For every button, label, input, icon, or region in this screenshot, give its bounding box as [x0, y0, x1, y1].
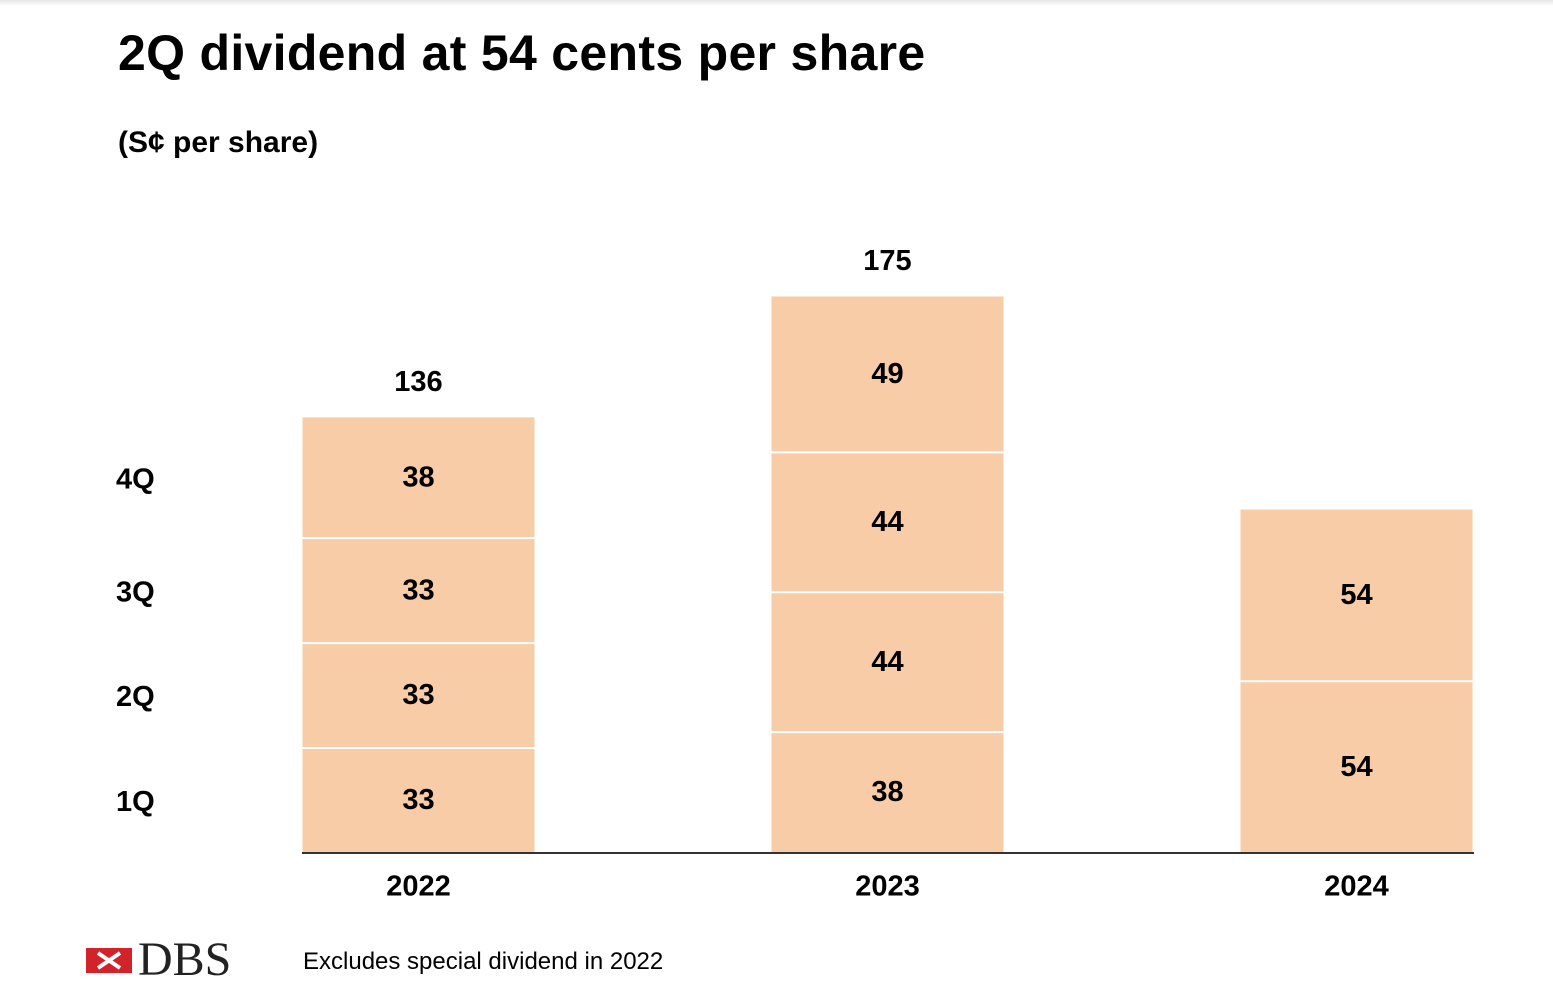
- bar-total-label: 136: [394, 366, 442, 398]
- quarter-row-label: 2Q: [116, 681, 155, 713]
- segment-value-label: 54: [1340, 751, 1372, 783]
- segment-value-label: 44: [871, 506, 903, 538]
- dbs-logo-text: DBS: [138, 933, 232, 986]
- quarter-row-label: 1Q: [116, 786, 155, 818]
- bar-total-label: 175: [863, 245, 911, 277]
- bar-segment-2023-3Q: [771, 452, 1004, 593]
- unit-label: (S¢ per share): [118, 126, 319, 159]
- x-axis-tick-label: 2022: [386, 871, 451, 903]
- page-title: 2Q dividend at 54 cents per share: [118, 25, 926, 81]
- dbs-logo-icon: [86, 948, 132, 973]
- quarter-row-label: 4Q: [116, 463, 155, 495]
- segment-value-label: 33: [402, 574, 434, 606]
- segment-value-label: 38: [871, 776, 903, 808]
- segment-value-label: 38: [402, 461, 434, 493]
- x-axis-tick-label: 2024: [1324, 871, 1389, 903]
- bar-segment-2024-1Q: [1240, 681, 1473, 853]
- footnote: Excludes special dividend in 2022: [303, 948, 664, 975]
- bar-segment-2024-2Q: [1240, 509, 1473, 682]
- bar-segment-2022-4Q: [302, 417, 535, 539]
- bar-segment-2023-4Q: [771, 296, 1004, 453]
- bar-segment-2022-2Q: [302, 643, 535, 749]
- bar-segment-2023-2Q: [771, 592, 1004, 733]
- bar-segment-2022-1Q: [302, 748, 535, 853]
- x-axis-tick-label: 2023: [855, 871, 920, 903]
- segment-value-label: 49: [871, 358, 903, 390]
- segment-value-label: 54: [1340, 579, 1372, 611]
- bar-segment-2023-1Q: [771, 732, 1004, 853]
- segment-value-label: 33: [402, 784, 434, 816]
- top-edge-shadow: [0, 0, 1553, 6]
- bar-segment-2022-3Q: [302, 538, 535, 644]
- quarter-row-label: 3Q: [116, 576, 155, 608]
- segment-value-label: 44: [871, 646, 903, 678]
- segment-value-label: 33: [402, 679, 434, 711]
